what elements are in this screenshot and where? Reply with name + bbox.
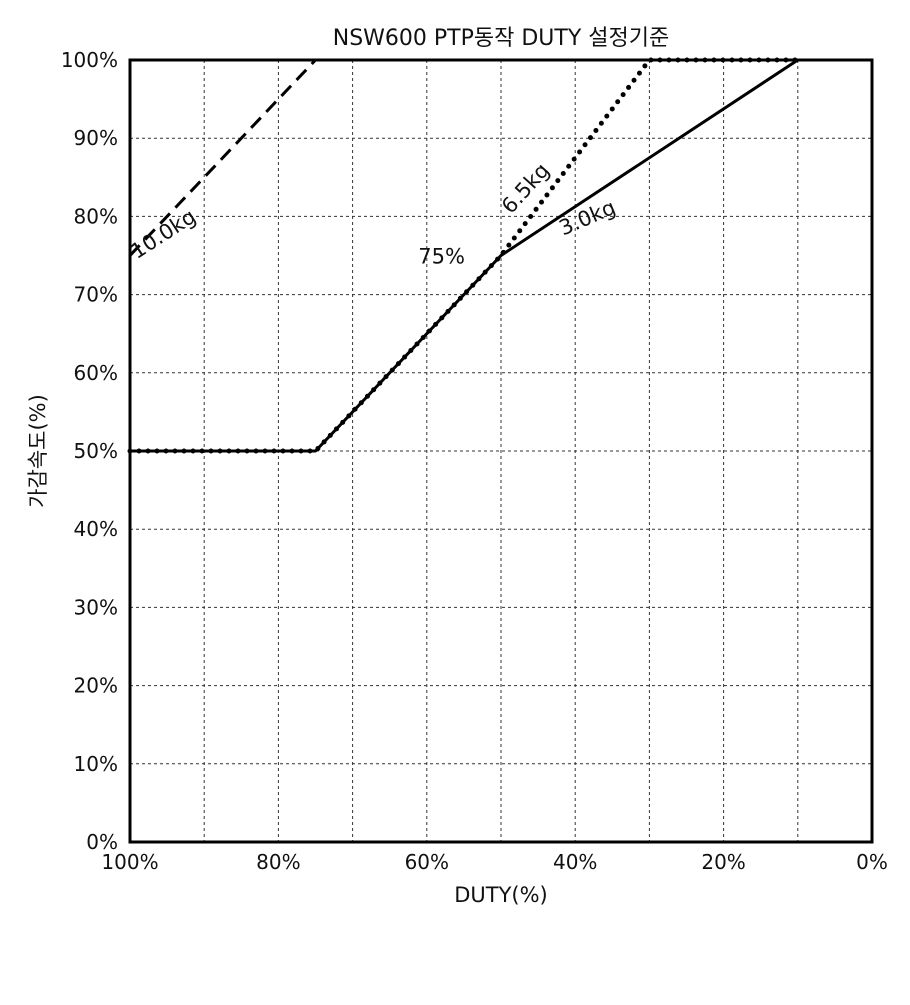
x-tick-label: 100% (101, 850, 158, 874)
x-tick-label: 40% (553, 850, 597, 874)
y-tick-label: 50% (74, 439, 118, 463)
annotation-label: 75% (418, 244, 465, 268)
x-tick-label: 0% (856, 850, 888, 874)
annotation-label: 3.0kg (556, 195, 620, 240)
y-tick-label: 0% (86, 830, 118, 854)
y-tick-label: 70% (74, 283, 118, 307)
y-tick-label: 10% (74, 752, 118, 776)
plot-frame (128, 58, 874, 844)
y-tick-label: 20% (74, 674, 118, 698)
y-tick-labels: 0% 10% 20% 30% 40% 50% 60% 70% 80% 90% 100% (61, 48, 118, 854)
y-tick-label: 30% (74, 595, 118, 619)
series-line-1 (127, 57, 801, 454)
x-tick-label: 80% (256, 850, 300, 874)
y-tick-label: 60% (74, 361, 118, 385)
annotations: 10.0kg 6.5kg 3.0kg 75% (126, 158, 619, 268)
x-axis-label: DUTY(%) (454, 883, 548, 907)
x-tick-label: 60% (405, 850, 449, 874)
series-line-2 (128, 58, 798, 257)
y-axis-label: 가감속도(%) (26, 394, 50, 508)
y-tick-label: 100% (61, 48, 118, 72)
x-tick-labels: 100% 80% 60% 40% 20% 0% (101, 850, 887, 874)
y-tick-label: 80% (74, 204, 118, 228)
chart-title: NSW600 PTP동작 DUTY 설정기준 (333, 26, 669, 51)
y-tick-label: 40% (74, 517, 118, 541)
y-tick-label: 90% (74, 126, 118, 150)
x-tick-label: 20% (701, 850, 745, 874)
annotation-label: 10.0kg (126, 204, 200, 263)
annotation-label: 6.5kg (497, 158, 554, 218)
grid-lines (129, 59, 873, 843)
